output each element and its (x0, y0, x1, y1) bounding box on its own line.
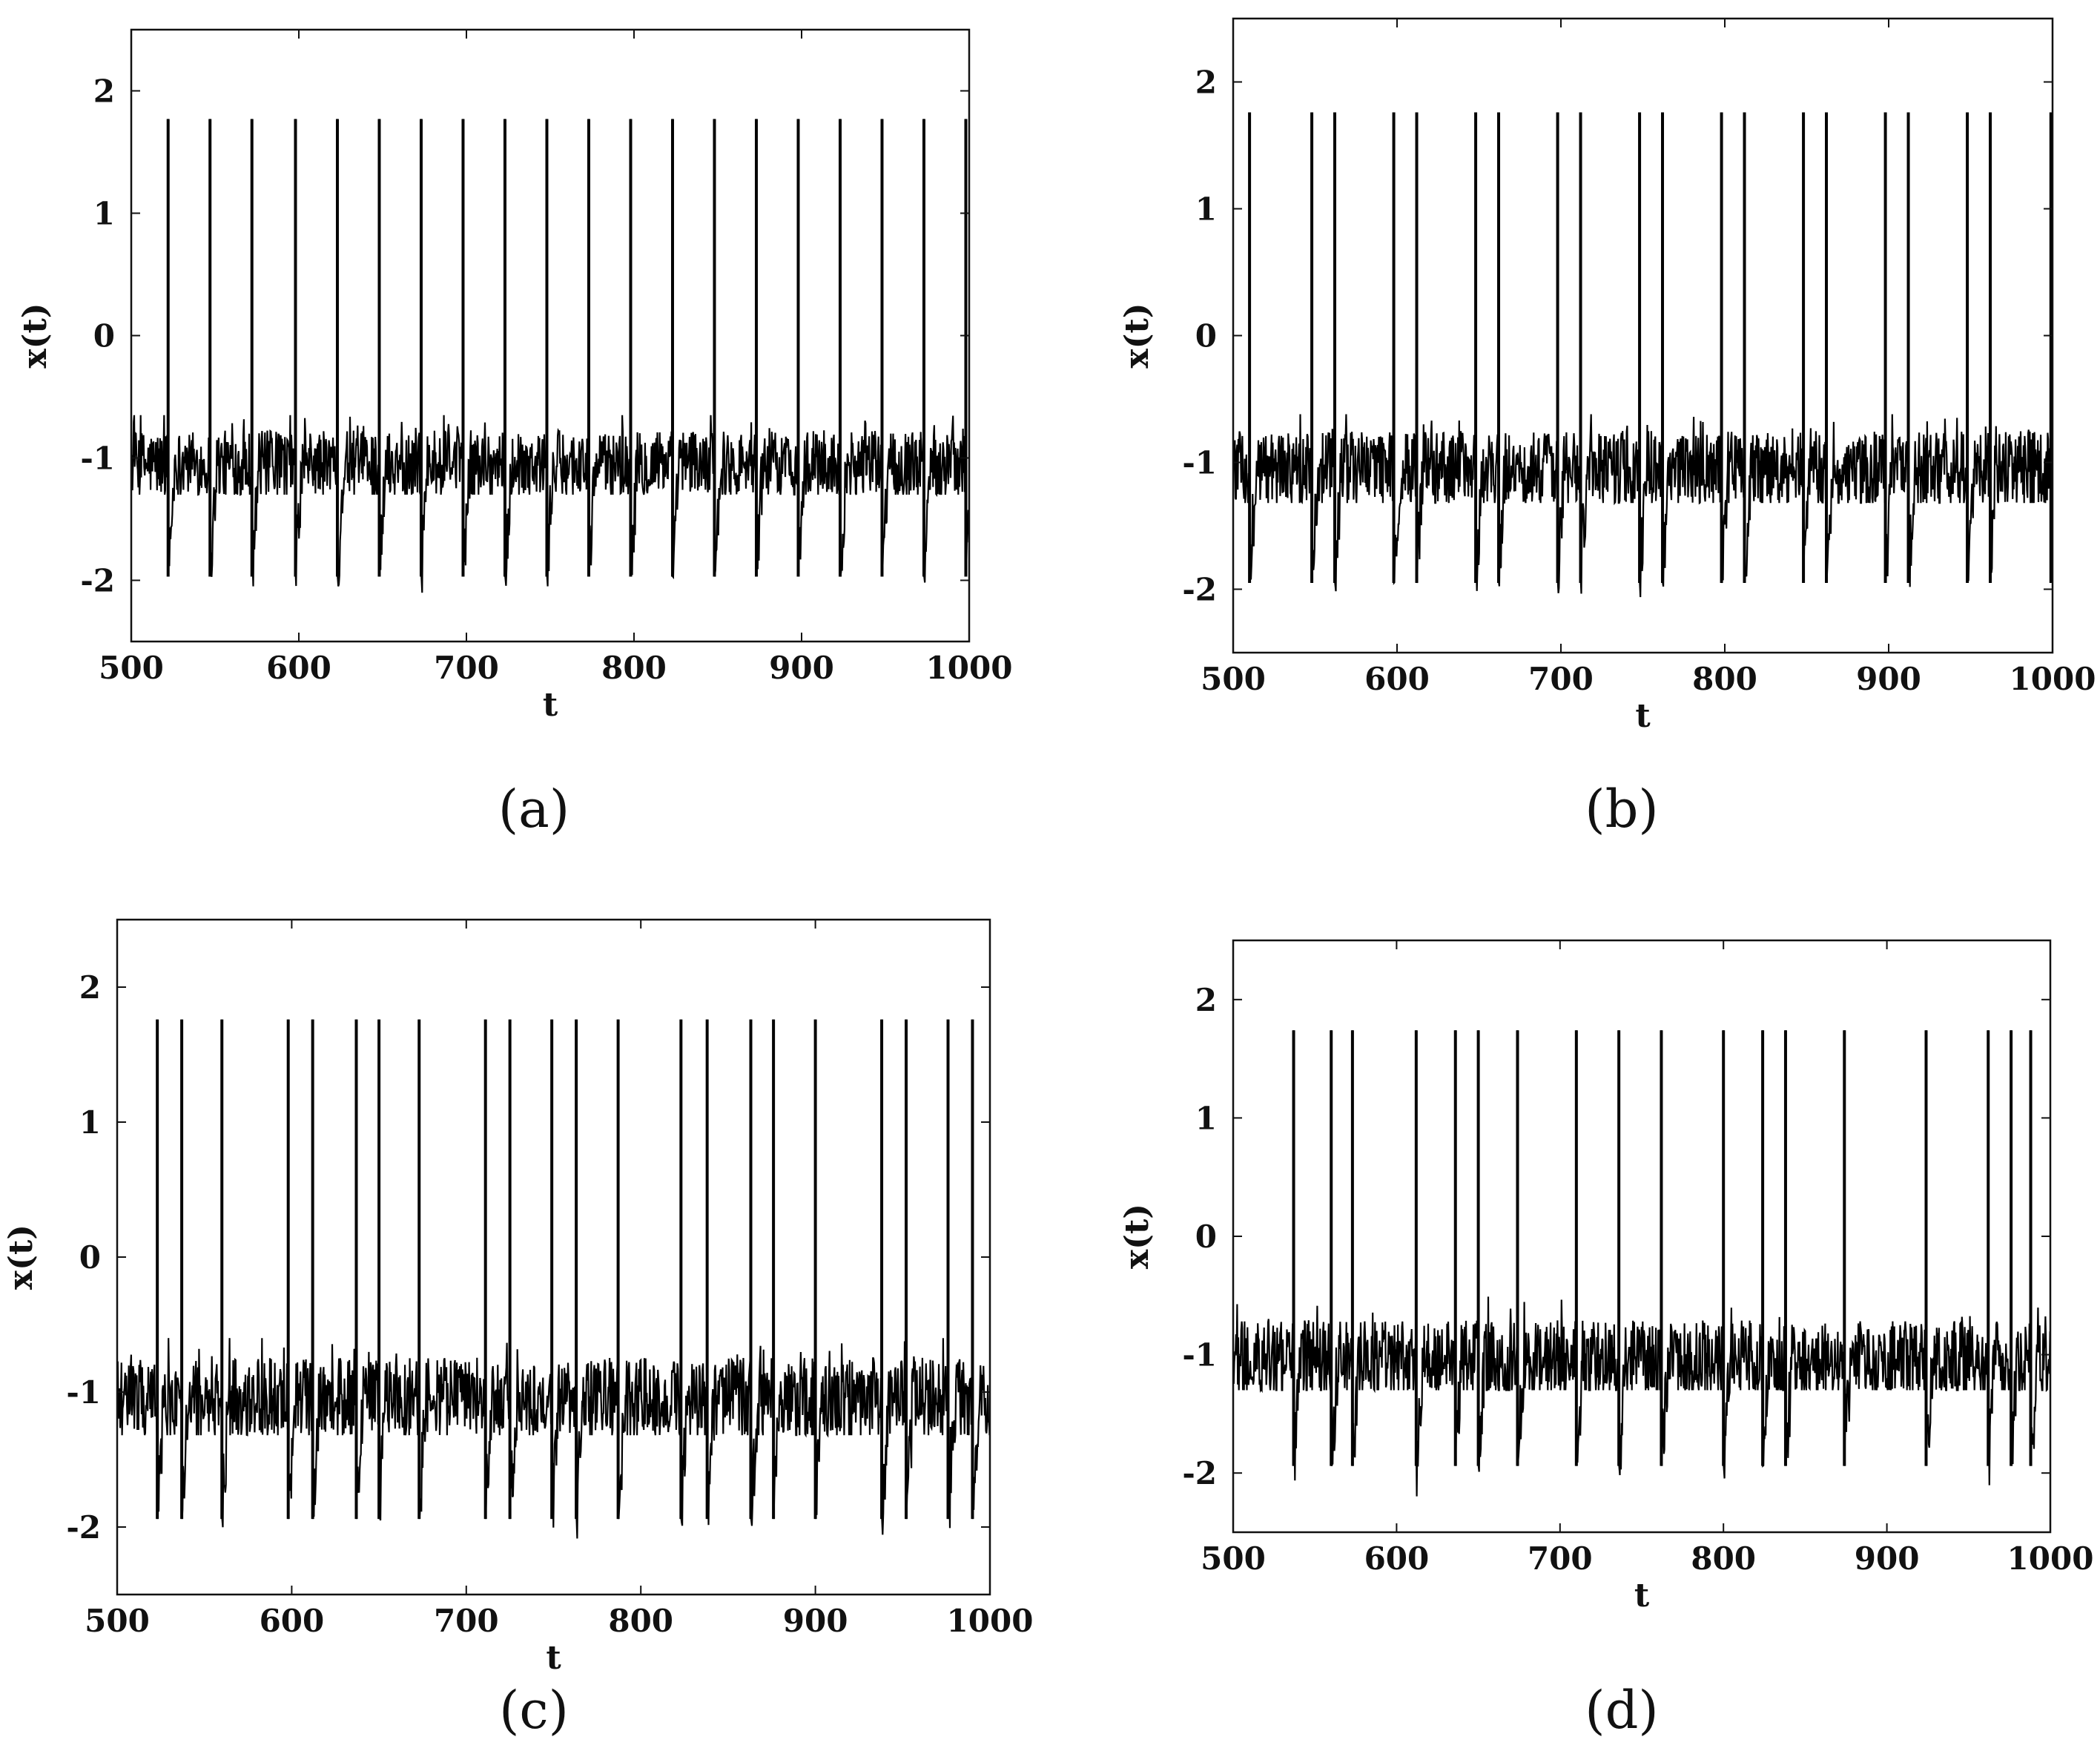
y-tick-label: 2 (79, 969, 101, 1006)
panel-d: (d) 500 600 700 800 900 1000 -2 -1 0 1 2 t x(t) (1118, 939, 2094, 1741)
y-axis-label: x(t) (1118, 303, 1156, 368)
x-tick-label: 900 (1856, 661, 1921, 697)
x-tick-label: 800 (608, 1603, 673, 1639)
x-tick-label: 500 (1201, 1540, 1266, 1577)
y-tick-label: -2 (66, 1509, 101, 1546)
signal-trace (1233, 1030, 2050, 1497)
signal-trace (1233, 112, 2053, 598)
x-tick-label: 900 (783, 1603, 848, 1639)
y-tick-label: 1 (93, 196, 115, 232)
axes-frame (130, 28, 971, 643)
x-tick-label: 700 (434, 1603, 499, 1639)
y-tick-label: -1 (80, 441, 115, 477)
x-axis-label: t (543, 686, 558, 724)
y-tick-label: -2 (80, 563, 115, 599)
x-tick-label: 900 (769, 650, 834, 686)
y-tick-label: -2 (1182, 1455, 1217, 1491)
y-tick-label: -2 (1182, 572, 1217, 608)
panel-label-b: (b) (1585, 779, 1658, 840)
signal-trace (131, 119, 969, 593)
x-tick-label: 800 (1691, 1540, 1756, 1577)
x-axis-label: t (1634, 1577, 1650, 1615)
x-tick-label: 1000 (926, 650, 1013, 686)
y-tick-label: 0 (1195, 318, 1217, 355)
x-tick-label: 800 (1692, 661, 1757, 697)
y-tick-label: 1 (79, 1104, 101, 1141)
x-tick-label: 700 (1528, 1540, 1593, 1577)
y-tick-label: 0 (79, 1239, 101, 1276)
x-tick-label: 700 (434, 650, 499, 686)
x-tick-label: 600 (266, 650, 331, 686)
x-axis-label: t (1635, 697, 1651, 735)
y-tick-label: -1 (1182, 445, 1217, 481)
signal-trace (117, 1019, 990, 1539)
x-tick-label: 600 (1364, 1540, 1430, 1577)
y-axis-label: x(t) (16, 303, 54, 368)
x-axis-label: t (546, 1639, 561, 1677)
y-axis-label: x(t) (1118, 1204, 1156, 1269)
x-tick-label: 800 (601, 650, 667, 686)
x-tick-label: 700 (1528, 661, 1594, 697)
panel-label-c: (c) (499, 1680, 569, 1741)
x-tick-label: 1000 (947, 1603, 1034, 1639)
panel-label-a: (a) (498, 779, 569, 840)
y-tick-label: 2 (1195, 65, 1217, 101)
x-tick-label: 1000 (2007, 1540, 2094, 1577)
y-tick-label: -1 (66, 1374, 101, 1411)
panel-c: (c) 500 600 700 800 900 1000 -2 -1 0 1 2 t x(t) (2, 918, 1034, 1741)
x-tick-label: 900 (1855, 1540, 1920, 1577)
y-tick-label: 2 (1195, 982, 1217, 1018)
x-tick-label: 500 (85, 1603, 150, 1639)
x-tick-label: 600 (1364, 661, 1430, 697)
y-tick-label: -1 (1182, 1337, 1217, 1374)
panel-a: (a) 500 600 700 800 900 1000 -2 -1 0 1 2 t x(t) (16, 28, 1013, 840)
x-tick-label: 500 (99, 650, 164, 686)
y-tick-label: 0 (1195, 1219, 1217, 1255)
x-tick-label: 500 (1201, 661, 1266, 697)
y-tick-label: 1 (1195, 1100, 1217, 1136)
panel-label-d: (d) (1585, 1680, 1658, 1741)
y-tick-label: 0 (93, 318, 115, 355)
x-tick-label: 600 (260, 1603, 325, 1639)
y-tick-label: 1 (1195, 191, 1217, 228)
panel-b: (b) 500 600 700 800 900 1000 -2 -1 0 1 2 t x(t) (1118, 17, 2096, 840)
y-tick-label: 2 (93, 73, 115, 110)
y-axis-label: x(t) (2, 1224, 40, 1290)
x-tick-label: 1000 (2010, 661, 2096, 697)
